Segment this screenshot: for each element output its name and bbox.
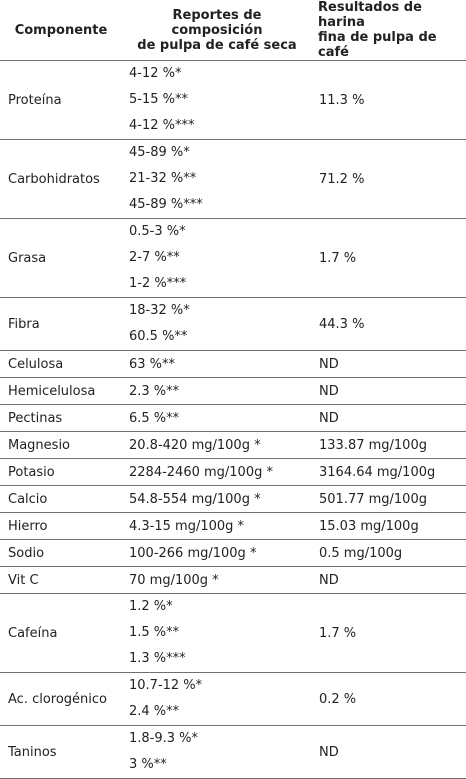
component-name: Vit C [8, 572, 39, 588]
report-value: 100-266 mg/100g * [129, 545, 257, 561]
result-value: 11.3 % [319, 92, 365, 108]
report-value: 21-32 %** [129, 171, 197, 186]
header-results: Resultados de harina fina de pulpa de ca… [312, 0, 466, 61]
reports-cell: 45-89 %* 21-32 %** 45-89 %*** [122, 140, 312, 219]
table-row: Hierro 4.3-15 mg/100g * 15.03 mg/100g [0, 513, 466, 540]
component-name: Grasa [8, 250, 47, 266]
table-row: Potasio 2284-2460 mg/100g * 3164.64 mg/1… [0, 459, 466, 486]
result-value: 44.3 % [319, 316, 365, 332]
header-reports: Reportes de composición de pulpa de café… [122, 0, 312, 61]
report-value: 2.4 %** [129, 704, 180, 719]
reports-cell: 0.5-3 %* 2-7 %** 1-2 %*** [122, 219, 312, 298]
result-value: 0.2 % [319, 691, 357, 707]
table-header: Componente Reportes de composición de pu… [0, 0, 466, 61]
result-value: ND [319, 383, 339, 399]
report-value: 1.5 %** [129, 625, 180, 640]
report-value: 2284-2460 mg/100g * [129, 464, 273, 480]
header-reports-line2: de pulpa de café seca [137, 37, 297, 53]
table-row: Magnesio 20.8-420 mg/100g * 133.87 mg/10… [0, 432, 466, 459]
component-name: Hemicelulosa [8, 383, 96, 399]
table-row: Calcio 54.8-554 mg/100g * 501.77 mg/100g [0, 486, 466, 513]
report-value: 20.8-420 mg/100g * [129, 437, 261, 453]
header-reports-line1: Reportes de composición [171, 7, 263, 38]
result-value: ND [319, 410, 339, 426]
component-name: Cafeína [8, 625, 58, 641]
report-value: 1-2 %*** [129, 276, 187, 291]
result-value: 71.2 % [319, 171, 365, 187]
report-value: 1.8-9.3 %* [129, 731, 199, 746]
report-value: 45-89 %*** [129, 197, 203, 212]
table-row: Hemicelulosa 2.3 %** ND [0, 378, 466, 405]
report-value: 60.5 %** [129, 329, 188, 344]
component-name: Taninos [8, 744, 57, 760]
header-results-line1: Resultados de harina [318, 0, 422, 30]
report-value: 1.3 %*** [129, 651, 186, 666]
component-name: Fibra [8, 316, 40, 332]
table-body: Proteína 4-12 %* 5-15 %** 4-12 %*** 11.3… [0, 61, 466, 779]
reports-cell: 1.2 %* 1.5 %** 1.3 %*** [122, 594, 312, 673]
report-value: 10.7-12 %* [129, 678, 203, 693]
table-row: Ac. clorogénico 10.7-12 %* 2.4 %** 0.2 % [0, 673, 466, 726]
result-value: ND [319, 572, 339, 588]
report-value: 4.3-15 mg/100g * [129, 518, 245, 534]
component-name: Magnesio [8, 437, 71, 453]
component-name: Celulosa [8, 356, 64, 372]
report-value: 2.3 %** [129, 383, 180, 399]
report-value: 3 %** [129, 757, 167, 772]
report-value: 1.2 %* [129, 599, 173, 614]
table-row: Taninos 1.8-9.3 %* 3 %** ND [0, 726, 466, 779]
result-value: ND [319, 356, 339, 372]
result-value: 15.03 mg/100g [319, 518, 419, 534]
result-value: 1.7 % [319, 625, 357, 641]
reports-cell: 1.8-9.3 %* 3 %** [122, 726, 312, 779]
report-value: 70 mg/100g * [129, 572, 219, 588]
result-value: 133.87 mg/100g [319, 437, 427, 453]
table-row: Vit C 70 mg/100g * ND [0, 567, 466, 594]
component-name: Pectinas [8, 410, 63, 426]
table-row: Celulosa 63 %** ND [0, 351, 466, 378]
result-value: 1.7 % [319, 250, 357, 266]
table-row: Sodio 100-266 mg/100g * 0.5 mg/100g [0, 540, 466, 567]
report-value: 54.8-554 mg/100g * [129, 491, 261, 507]
table-row: Carbohidratos 45-89 %* 21-32 %** 45-89 %… [0, 140, 466, 219]
report-value: 2-7 %** [129, 250, 180, 265]
reports-cell: 18-32 %* 60.5 %** [122, 298, 312, 351]
header-component: Componente [0, 0, 122, 61]
result-value: ND [319, 744, 339, 760]
result-value: 501.77 mg/100g [319, 491, 427, 507]
component-name: Ac. clorogénico [8, 691, 108, 707]
report-value: 5-15 %** [129, 92, 188, 107]
header-row: Componente Reportes de composición de pu… [0, 0, 466, 61]
report-value: 4-12 %* [129, 66, 182, 81]
report-value: 63 %** [129, 356, 176, 372]
result-value: 0.5 mg/100g [319, 545, 403, 561]
report-value: 18-32 %* [129, 303, 190, 318]
reports-cell: 4-12 %* 5-15 %** 4-12 %*** [122, 61, 312, 140]
component-name: Proteína [8, 92, 62, 108]
component-name: Calcio [8, 491, 48, 507]
component-name: Potasio [8, 464, 55, 480]
report-value: 4-12 %*** [129, 118, 195, 133]
reports-cell: 10.7-12 %* 2.4 %** [122, 673, 312, 726]
report-value: 0.5-3 %* [129, 224, 186, 239]
component-name: Carbohidratos [8, 171, 100, 187]
report-value: 6.5 %** [129, 410, 180, 426]
report-value: 45-89 %* [129, 145, 190, 160]
table-row: Grasa 0.5-3 %* 2-7 %** 1-2 %*** 1.7 % [0, 219, 466, 298]
component-name: Sodio [8, 545, 45, 561]
table-row: Fibra 18-32 %* 60.5 %** 44.3 % [0, 298, 466, 351]
component-name: Hierro [8, 518, 48, 534]
table-row: Proteína 4-12 %* 5-15 %** 4-12 %*** 11.3… [0, 61, 466, 140]
table-row: Cafeína 1.2 %* 1.5 %** 1.3 %*** 1.7 % [0, 594, 466, 673]
table-row: Pectinas 6.5 %** ND [0, 405, 466, 432]
header-results-line2: fina de pulpa de café [318, 30, 437, 60]
result-value: 3164.64 mg/100g [319, 464, 436, 480]
